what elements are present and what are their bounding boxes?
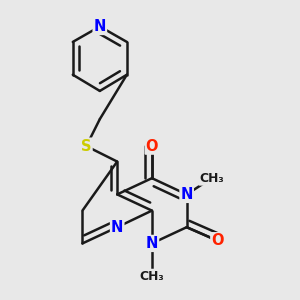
- Text: N: N: [94, 19, 106, 34]
- Text: O: O: [146, 139, 158, 154]
- Text: O: O: [211, 233, 224, 248]
- Text: N: N: [181, 187, 193, 202]
- Text: S: S: [81, 139, 92, 154]
- Text: CH₃: CH₃: [140, 270, 164, 283]
- Text: CH₃: CH₃: [200, 172, 224, 185]
- Text: N: N: [146, 236, 158, 251]
- Text: N: N: [111, 220, 123, 235]
